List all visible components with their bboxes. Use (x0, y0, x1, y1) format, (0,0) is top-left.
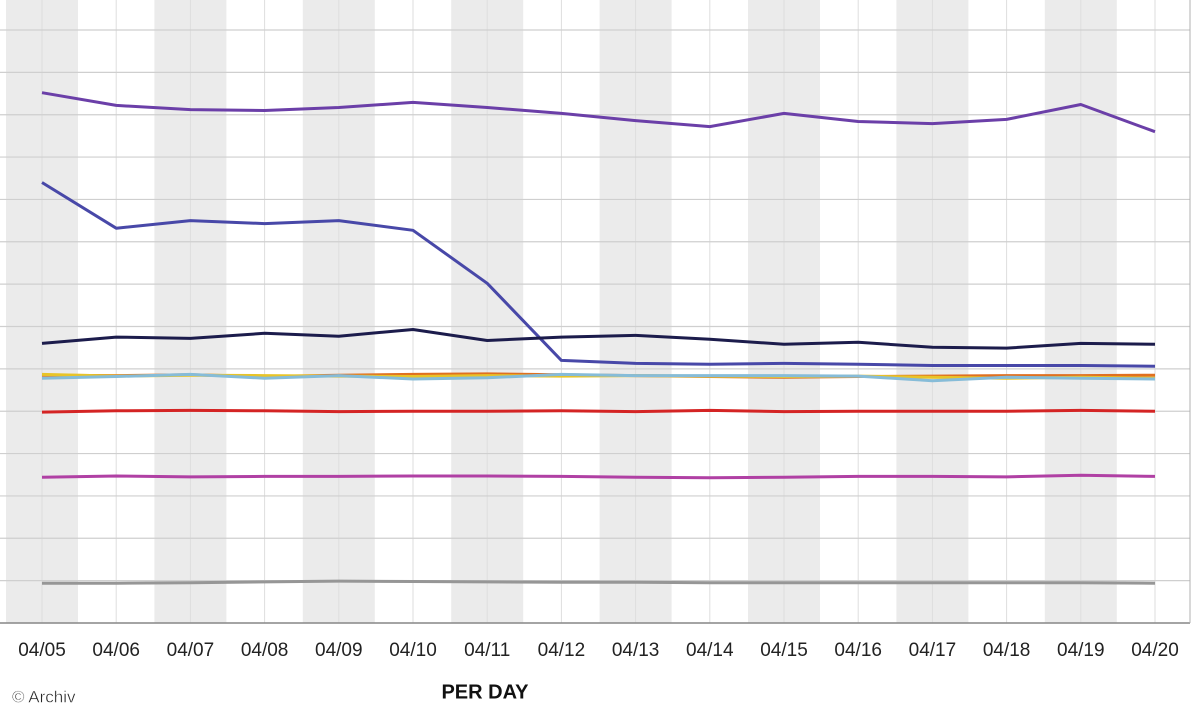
series-line (42, 579, 1156, 585)
x-tick-label: 04/13 (612, 640, 660, 661)
x-tick-label: 04/07 (167, 640, 215, 661)
series-line (41, 473, 1156, 480)
series-line (41, 408, 1156, 414)
x-tick-label: 04/19 (1057, 640, 1105, 661)
x-tick-label: 04/05 (18, 640, 66, 661)
series-lines (41, 91, 1156, 585)
x-tick-label: 04/11 (464, 640, 510, 661)
x-tick-label: 04/08 (241, 640, 289, 661)
series-line (41, 181, 1156, 368)
x-tick-label: 04/17 (909, 640, 957, 661)
x-tick-label: 04/09 (315, 640, 363, 661)
series-line (41, 372, 1156, 383)
x-tick-label: 04/15 (760, 640, 808, 661)
x-axis-label: PER DAY (441, 681, 529, 703)
x-tick-label: 04/12 (538, 640, 586, 661)
x-tick-label: 04/06 (92, 640, 140, 661)
x-tick-label: 04/14 (686, 640, 734, 661)
series-line (41, 328, 1156, 350)
x-tick-label: 04/20 (1131, 640, 1179, 661)
series-line (41, 91, 1156, 134)
x-tick-label: 04/16 (834, 640, 882, 661)
x-tick-labels: 04/05 04/06 04/07 04/08 04/09 04/10 04/11 04/12… (18, 640, 1179, 661)
copyright: © Archiv (12, 687, 76, 706)
x-tick-label: 04/18 (983, 640, 1031, 661)
x-tick-label: 04/10 (389, 640, 437, 661)
